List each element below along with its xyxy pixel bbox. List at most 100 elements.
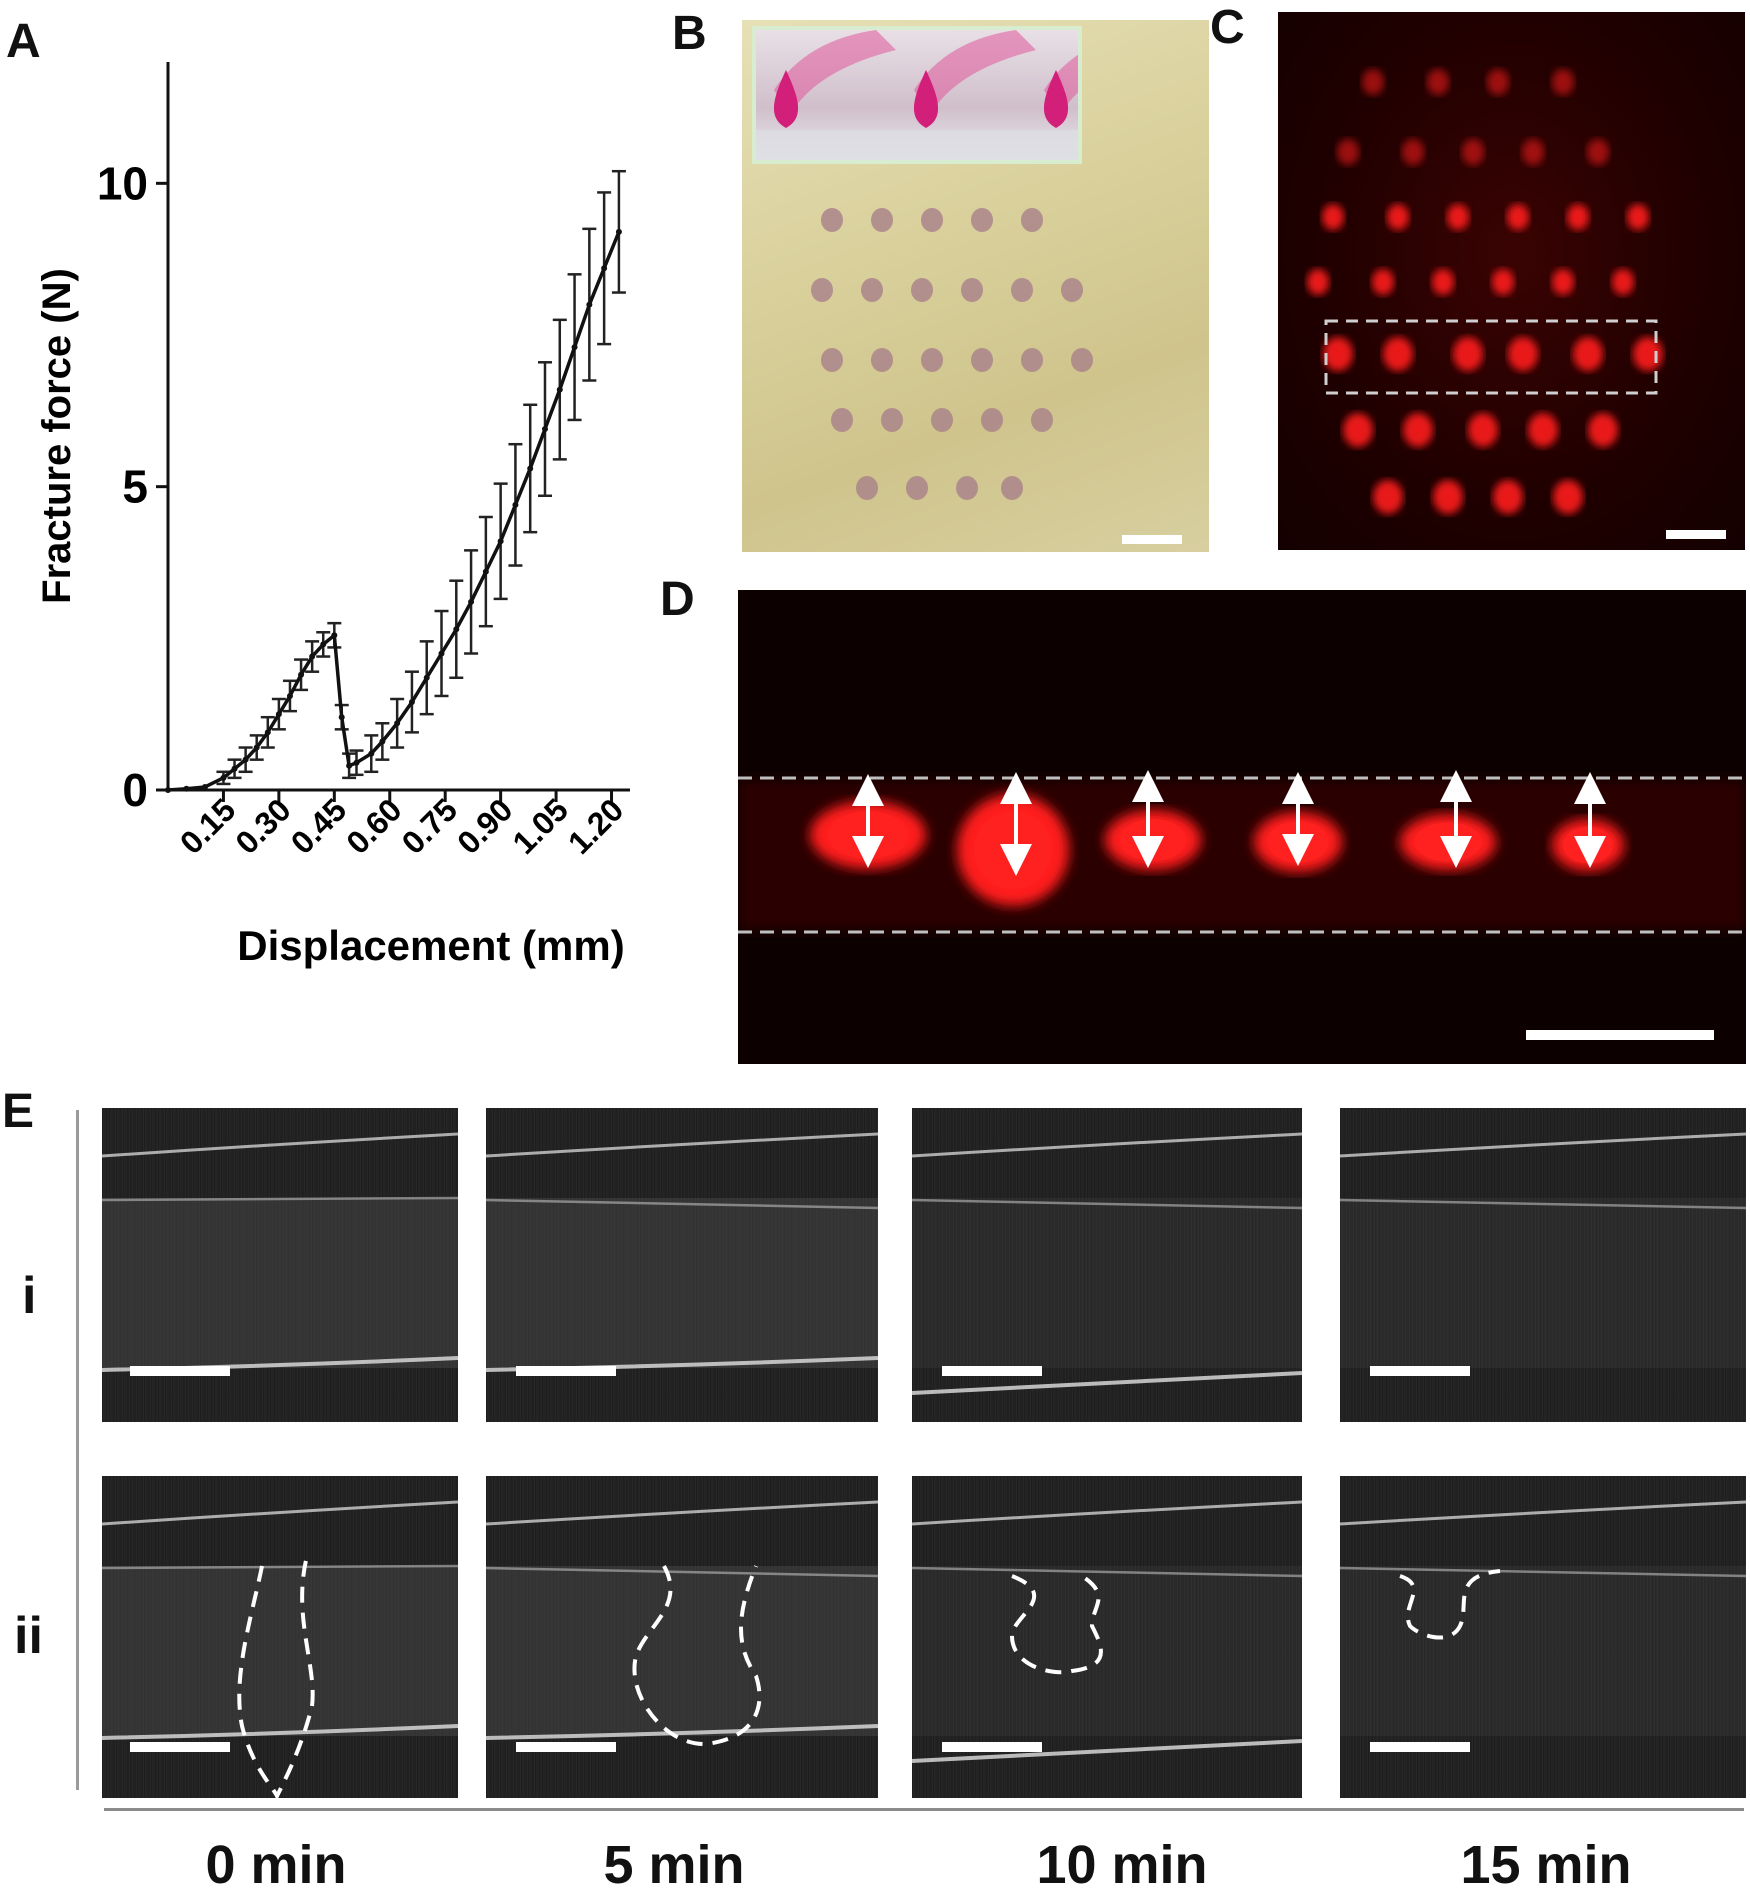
puncture-mark xyxy=(1021,208,1043,232)
scale-bar xyxy=(1526,1030,1714,1040)
deposition-core xyxy=(973,810,1053,890)
fluorescent-spot xyxy=(1447,204,1469,230)
oct-overlay xyxy=(1340,1500,1746,1752)
data-point xyxy=(309,653,316,660)
fluorescent-spot xyxy=(1307,269,1329,295)
fluorescent-spot xyxy=(1552,69,1574,95)
deposition-core xyxy=(1119,819,1187,861)
scale-bar xyxy=(516,1366,616,1376)
scale-bar xyxy=(1370,1742,1470,1752)
inset-surface xyxy=(756,130,1078,160)
chart-error-bars xyxy=(216,169,626,786)
data-point xyxy=(601,265,608,272)
oct-overlay xyxy=(912,1132,1302,1395)
oct-image-row-i xyxy=(1340,1108,1746,1422)
panel-label-e: E xyxy=(2,1085,35,1138)
puncture-mark xyxy=(1011,278,1033,302)
base-line xyxy=(912,1371,1302,1395)
puncture-mark xyxy=(981,408,1003,432)
fluorescent-spot xyxy=(1403,413,1433,447)
y-tick-label: 0 xyxy=(122,764,148,816)
fluorescent-spot xyxy=(1493,480,1523,514)
data-point xyxy=(201,783,208,790)
epidermis-line xyxy=(486,1566,878,1578)
oct-overlay xyxy=(912,1500,1302,1763)
oct-image-row-i xyxy=(912,1108,1302,1422)
base-line xyxy=(486,1724,878,1740)
data-point xyxy=(231,765,238,772)
puncture-mark xyxy=(921,208,943,232)
puncture-mark xyxy=(971,348,993,372)
tissue-layer xyxy=(1340,1198,1746,1368)
scale-bar xyxy=(1370,1366,1470,1376)
data-point xyxy=(556,386,563,393)
puncture-mark xyxy=(971,208,993,232)
puncture-mark xyxy=(921,348,943,372)
oct-overlay xyxy=(102,1132,458,1376)
puncture-mark xyxy=(856,476,878,500)
epidermis-line xyxy=(912,1198,1302,1210)
data-point xyxy=(253,744,260,751)
x-axis-label: Displacement (mm) xyxy=(237,922,624,969)
inset-microneedle-photo xyxy=(752,26,1082,164)
fluorescent-spot xyxy=(1492,269,1514,295)
oct-overlay xyxy=(102,1500,458,1798)
time-label-5min: 5 min xyxy=(603,1835,745,1895)
surface-line xyxy=(912,1500,1302,1526)
dissolution-outline xyxy=(632,1565,762,1747)
puncture-mark xyxy=(931,408,953,432)
data-point xyxy=(394,720,401,727)
epidermis-line xyxy=(912,1566,1302,1578)
fluorescent-spot xyxy=(1402,139,1424,165)
fluorescence-spots xyxy=(1307,69,1726,539)
fluorescent-spot xyxy=(1612,269,1634,295)
fluorescent-spot xyxy=(1567,204,1589,230)
fluorescent-spot xyxy=(1462,139,1484,165)
tissue-layer xyxy=(486,1566,878,1736)
panel-label-c: C xyxy=(1210,1,1245,54)
data-point xyxy=(438,650,445,657)
tissue-layer xyxy=(1340,1566,1746,1736)
puncture-mark xyxy=(831,408,853,432)
x-tick-label: 0.60 xyxy=(339,791,408,860)
panel-e-vertical-line xyxy=(76,1110,79,1790)
data-point xyxy=(541,426,548,433)
base-line xyxy=(912,1739,1302,1763)
puncture-mark xyxy=(811,278,833,302)
surface-line xyxy=(912,1132,1302,1158)
puncture-mark xyxy=(1021,348,1043,372)
fluorescent-spot xyxy=(1507,204,1529,230)
time-label-15min: 15 min xyxy=(1460,1835,1632,1895)
puncture-mark xyxy=(911,278,933,302)
fluorescent-spot xyxy=(1587,139,1609,165)
fluorescent-spot xyxy=(1427,69,1449,95)
x-tick-label: 0.45 xyxy=(284,791,353,860)
fluorescent-spot xyxy=(1373,480,1403,514)
dissolution-outline xyxy=(1399,1569,1501,1640)
scale-bar xyxy=(1666,530,1726,539)
puncture-mark xyxy=(1001,476,1023,500)
data-point xyxy=(423,674,430,681)
microneedle xyxy=(1043,70,1069,128)
fluorescent-spot xyxy=(1432,269,1454,295)
data-point xyxy=(338,714,345,721)
fluorescent-spot xyxy=(1372,269,1394,295)
scale-bar xyxy=(130,1366,230,1376)
time-label-10min: 10 min xyxy=(1036,1835,1208,1895)
y-tick-label: 5 xyxy=(122,461,148,513)
fluorescent-spot xyxy=(1453,337,1483,371)
epidermis-line xyxy=(1340,1566,1746,1578)
x-tick-label: 1.20 xyxy=(561,791,630,860)
scale-bar xyxy=(942,1366,1042,1376)
data-point xyxy=(453,626,460,633)
data-point xyxy=(183,785,190,792)
panel-label-b: B xyxy=(672,7,707,60)
surface-line xyxy=(102,1132,458,1158)
puncture-mark xyxy=(861,278,883,302)
data-point xyxy=(331,632,338,639)
fluorescent-spot xyxy=(1322,204,1344,230)
microneedle xyxy=(773,70,799,128)
x-tick-label: 0.75 xyxy=(395,791,464,860)
puncture-mark xyxy=(1061,278,1083,302)
x-tick-label: 1.05 xyxy=(506,791,575,860)
